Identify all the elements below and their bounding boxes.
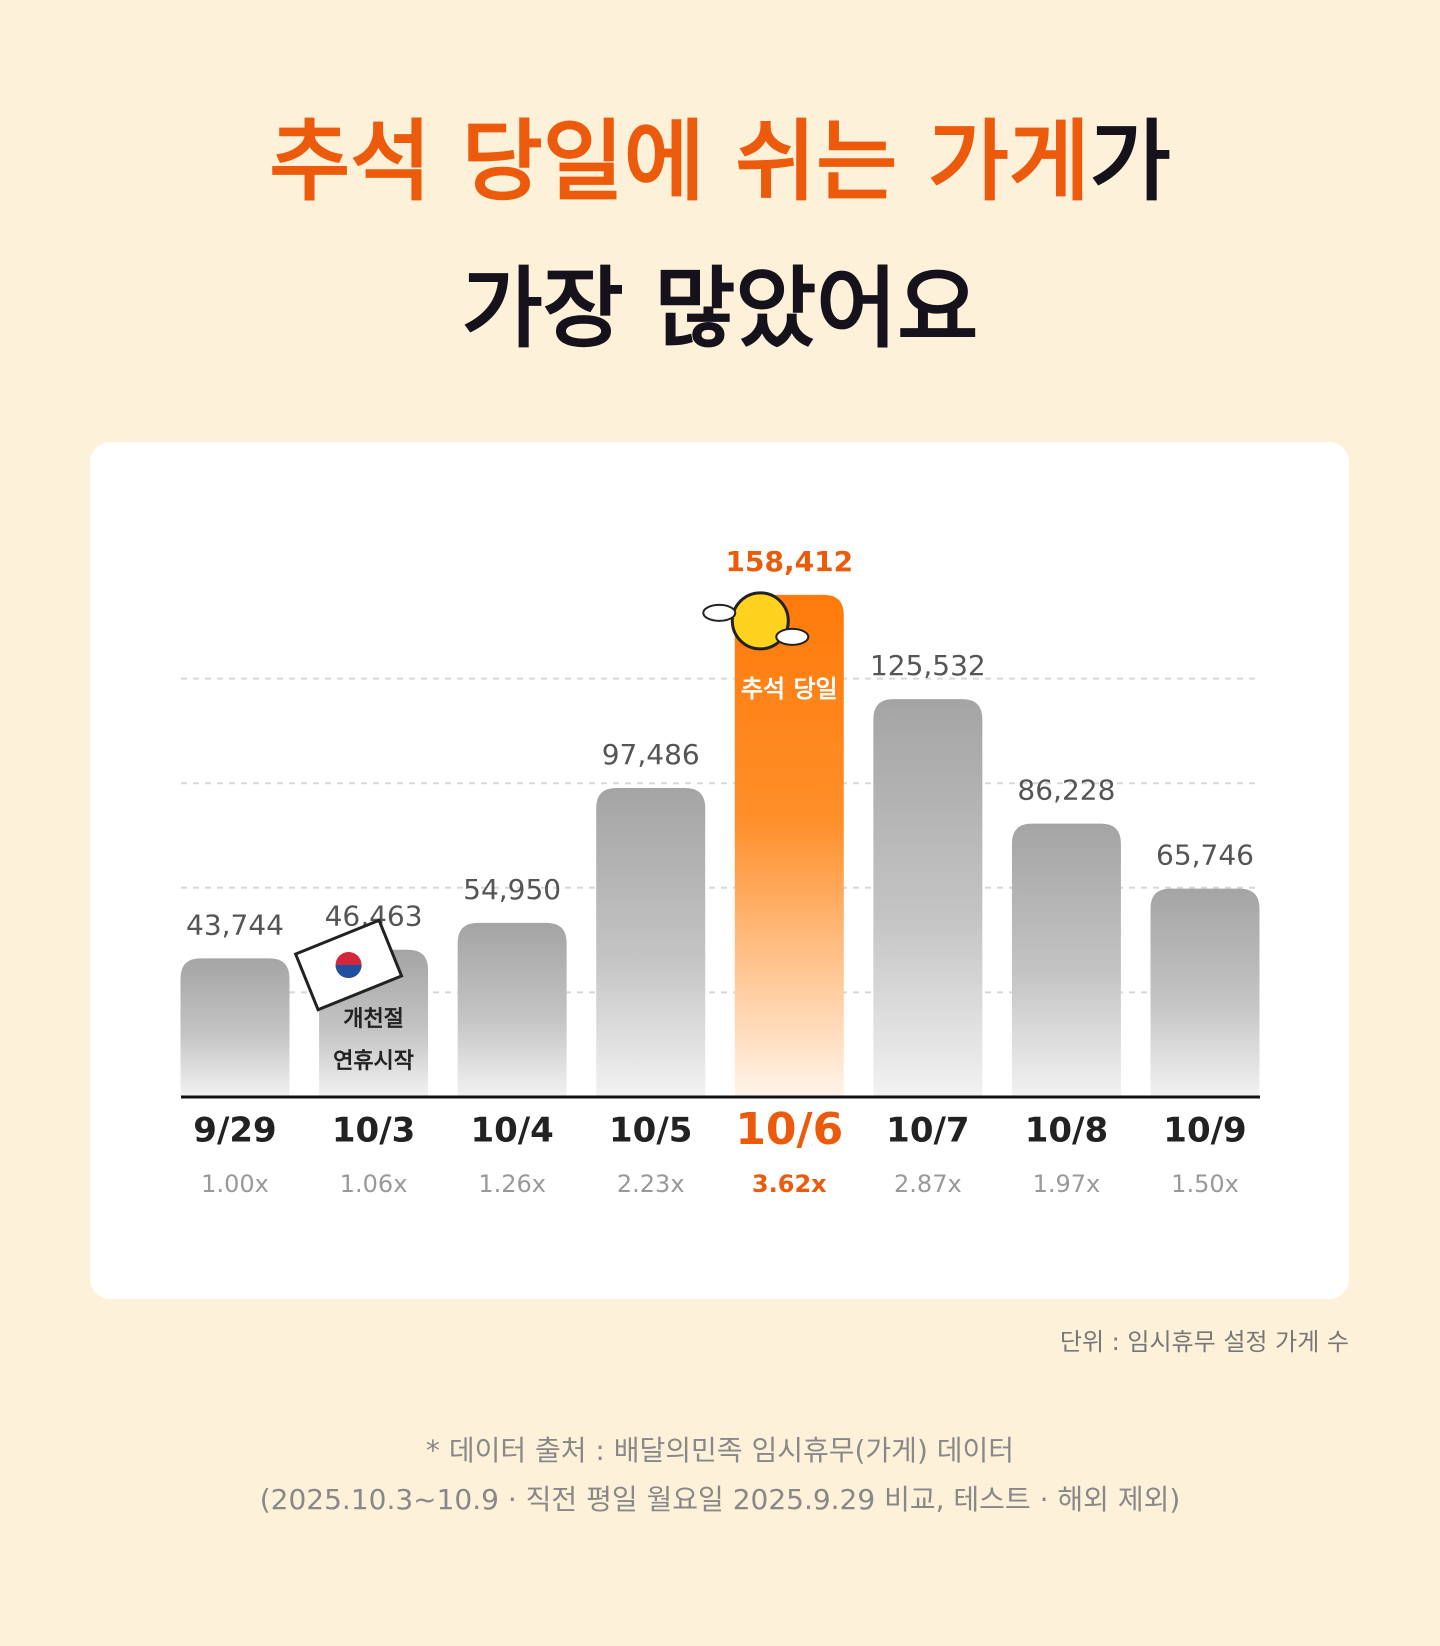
title-line2: 가장 많았어요: [462, 257, 978, 360]
bar: [596, 787, 706, 1097]
cloud-icon: [702, 603, 737, 622]
bar: [1011, 823, 1121, 1097]
bar: [180, 958, 290, 1097]
value-label: 158,412: [726, 545, 854, 578]
source-line: * 데이터 출처 : 배달의민족 임시휴무(가게) 데이터: [426, 1434, 1014, 1467]
bar: [457, 922, 567, 1097]
start-annotation: 개천절: [343, 1007, 404, 1032]
multiplier-label: 1.00x: [201, 1170, 269, 1198]
value-label: 65,746: [1156, 839, 1254, 872]
x-tick-label: 10/5: [609, 1111, 692, 1151]
value-label: 86,228: [1017, 774, 1115, 807]
title-rest: 가: [1090, 110, 1171, 213]
bar: [734, 594, 844, 1097]
plot: 43,7449/291.00x46,46310/31.06x54,95010/4…: [180, 545, 1260, 1198]
sun-icon: [730, 591, 790, 651]
bar: [1150, 888, 1260, 1097]
value-label: 125,532: [870, 649, 986, 682]
x-tick-label: 10/7: [886, 1111, 969, 1151]
bar: [873, 699, 983, 1097]
value-label: 43,744: [186, 908, 284, 941]
multiplier-label: 1.06x: [340, 1170, 408, 1198]
x-tick-label: 10/6: [735, 1104, 843, 1155]
multiplier-label: 2.23x: [617, 1170, 685, 1198]
value-label: 54,950: [463, 873, 561, 906]
holiday-annotation: 추석 당일: [741, 675, 838, 703]
title-line1: 추석 당일에 쉬는 가게가: [269, 110, 1171, 213]
flag-emblem: [335, 965, 362, 979]
x-tick-label: 9/29: [193, 1111, 276, 1151]
x-tick-label: 10/3: [332, 1111, 415, 1151]
multiplier-label: 1.26x: [478, 1170, 546, 1198]
start-annotation: 연휴시작: [333, 1049, 414, 1074]
multiplier-label: 1.50x: [1171, 1170, 1239, 1198]
multiplier-label: 2.87x: [894, 1170, 962, 1198]
unit-note: 단위 : 임시휴무 설정 가게 수: [1060, 1328, 1349, 1356]
x-tick-label: 10/4: [470, 1111, 553, 1151]
cloud-icon: [775, 627, 810, 646]
x-tick-label: 10/8: [1025, 1111, 1108, 1151]
x-tick-label: 10/9: [1163, 1111, 1246, 1151]
value-label: 97,486: [602, 738, 700, 771]
multiplier-label: 3.62x: [752, 1170, 827, 1198]
multiplier-label: 1.97x: [1033, 1170, 1101, 1198]
title-highlight: 추석 당일에 쉬는 가게: [269, 110, 1090, 213]
source-line: (2025.10.3~10.9 · 직전 평일 월요일 2025.9.29 비교…: [260, 1483, 1181, 1516]
